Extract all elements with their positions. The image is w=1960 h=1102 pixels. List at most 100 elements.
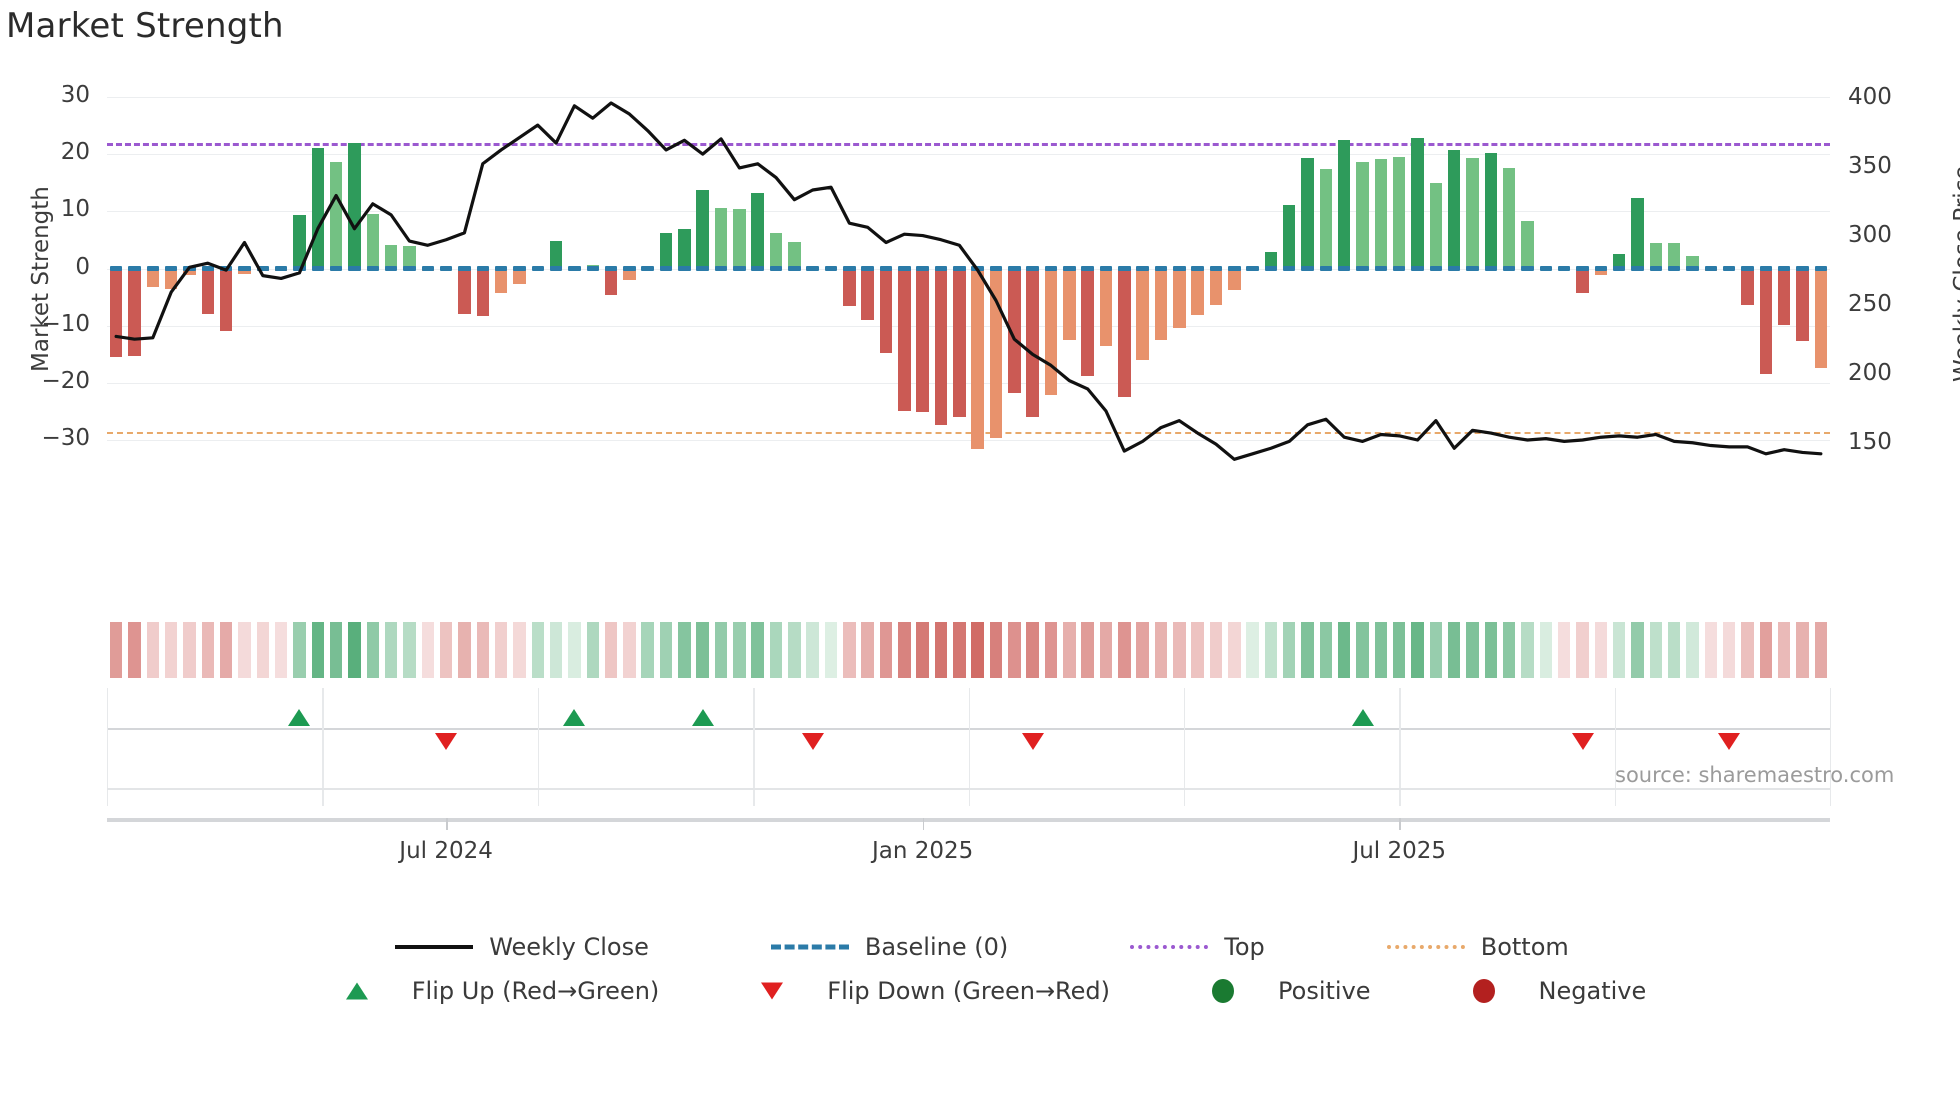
heat-cell [348,622,361,678]
legend-triangle-down-icon [729,979,815,1003]
baseline-segment [1484,266,1498,272]
baseline-segment [549,266,563,272]
market-strength-bar [201,268,215,314]
baseline-segment [256,266,270,272]
legend-item[interactable]: Weekly Close [391,933,649,961]
heat-cell [568,622,581,678]
market-strength-bar [1448,150,1461,269]
heat-cell [1191,622,1204,678]
line-glyph [1386,945,1465,949]
market-strength-bar [751,193,764,269]
market-strength-bar [916,268,929,412]
heat-cell [164,622,178,678]
flip-row-guide [537,688,540,806]
heat-cell [1264,622,1278,678]
market-strength-bar [623,268,636,280]
legend-item[interactable]: Bottom [1383,933,1569,961]
market-strength-bar [238,268,251,275]
heat-cell [366,622,379,678]
baseline-segment [1063,266,1076,272]
heat-cell [1796,622,1809,678]
legend-item[interactable]: Baseline (0) [767,933,1008,961]
market-strength-bar [1136,268,1149,361]
baseline-segment [861,266,874,272]
baseline-segment [1741,266,1754,272]
heat-cell [733,622,746,678]
heat-cell [1283,622,1296,678]
baseline-segment [146,266,160,272]
heat-cell [916,622,929,678]
flip-row-guide [968,688,970,806]
heat-cell [751,622,764,678]
baseline-segment [348,266,361,272]
baseline-segment [201,266,215,272]
heat-cell [824,622,838,678]
heat-cell [806,622,819,678]
baseline-segment [1008,266,1021,272]
legend-item[interactable]: Positive [1180,977,1371,1005]
gridline [107,268,1830,270]
market-strength-bar [898,268,911,412]
heat-cell [1301,622,1314,678]
heat-cell [1374,622,1388,678]
market-strength-bar [1026,268,1039,417]
heat-cell [1704,622,1718,678]
line-glyph [1130,945,1209,949]
baseline-segment [274,266,288,272]
market-strength-bar [1429,182,1443,269]
heat-cell [934,622,948,678]
right-axis-tick-label: 350 [1848,152,1892,179]
baseline-segment [916,266,929,272]
x-axis-tick-label: Jul 2025 [1352,838,1447,864]
market-strength-bar [659,233,673,269]
baseline-segment [1631,266,1644,272]
flip-marker-row [107,688,1832,818]
baseline-segment [1356,266,1369,272]
baseline-segment [1081,266,1094,272]
baseline-segment [1759,266,1773,272]
baseline-segment [879,266,893,272]
heat-cell [623,622,636,678]
flip-down-marker [1021,733,1044,750]
x-axis-tick-mark [922,818,925,830]
flip-row-guide [107,688,109,806]
heat-cell [183,622,196,678]
market-strength-bar [109,268,123,357]
baseline-segment [1796,266,1809,272]
market-strength-bar [494,268,508,294]
heat-cell [403,622,416,678]
market-strength-bar [769,233,783,269]
baseline-segment [934,266,948,272]
flip-row-lower-line [107,788,1830,790]
dot-glyph [1212,979,1235,1003]
flip-row-guide [1614,688,1617,806]
heat-cell [641,622,654,678]
legend-item[interactable]: Flip Up (Red→Green) [314,977,660,1005]
heat-cell [1411,622,1424,678]
legend-item[interactable]: Flip Down (Green→Red) [729,977,1110,1005]
baseline-segment [1338,266,1351,272]
market-strength-bar [366,213,379,269]
market-strength-bar [1319,169,1333,269]
heat-cell [1484,622,1498,678]
legend-item-label: Flip Up (Red→Green) [411,977,660,1005]
heat-cell [1173,622,1186,678]
flip-row-guide [1183,688,1186,806]
legend-item[interactable]: Negative [1441,977,1646,1005]
heat-cell [1502,622,1516,678]
heat-cell [678,622,691,678]
right-axis-title: Weekly Close Price [1950,165,1960,382]
gridline [107,211,1830,213]
heat-cell [1686,622,1699,678]
baseline-segment [1429,266,1443,272]
left-axis-tick-label: −10 [41,310,90,337]
market-strength-bar [1374,158,1388,269]
baseline-segment [164,266,178,272]
legend-item[interactable]: Top [1126,933,1265,961]
baseline-segment [1136,266,1149,272]
heat-cell [439,622,453,678]
legend-item-label: Top [1224,933,1265,961]
x-axis-tick-mark [1399,818,1401,830]
flip-row-guide [1830,688,1832,806]
baseline-segment [1502,266,1516,272]
